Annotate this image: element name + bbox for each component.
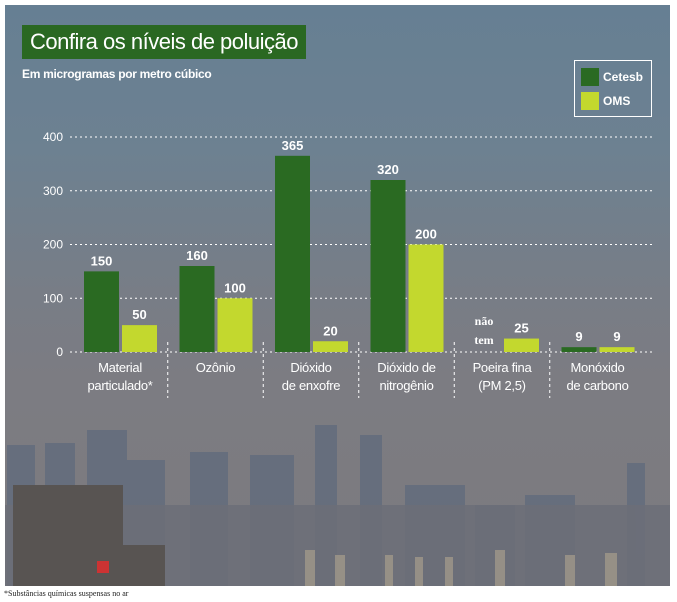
bar-cetesb	[561, 347, 597, 352]
bar-cetesb	[275, 155, 310, 352]
y-tick-label: 200	[43, 238, 63, 252]
footnote: *Substâncias químicas suspensas no ar	[4, 589, 129, 598]
bar-oms	[408, 244, 444, 352]
x-category-label: nitrogênio	[379, 378, 433, 393]
data-label: 9	[613, 329, 620, 344]
x-category-label: Dióxido	[290, 360, 331, 375]
x-category-label: Monóxido	[571, 360, 625, 375]
x-category-label: Material	[98, 360, 142, 375]
legend-item-oms: OMS	[581, 92, 630, 110]
data-label: 9	[575, 329, 582, 344]
bar-oms	[122, 325, 157, 352]
bar-oms	[504, 338, 539, 352]
bar-cetesb	[84, 271, 119, 352]
data-label: 50	[132, 307, 146, 322]
data-label: 100	[224, 280, 246, 295]
data-label: 200	[415, 227, 437, 242]
x-category-label: de enxofre	[282, 378, 341, 393]
legend-label-oms: OMS	[603, 94, 631, 108]
chart-subtitle: Em microgramas por metro cúbico	[22, 67, 212, 81]
data-label: 160	[186, 248, 208, 263]
data-label: 25	[514, 321, 528, 336]
skyline-image	[5, 425, 670, 586]
data-label: 20	[323, 323, 337, 338]
chart-title: Confira os níveis de poluição	[22, 25, 306, 59]
x-category-label: de carbono	[566, 378, 628, 393]
y-tick-label: 300	[43, 184, 63, 198]
y-tick-label: 400	[43, 130, 63, 144]
x-category-label: (PM 2,5)	[478, 378, 525, 393]
bar-oms	[313, 341, 348, 352]
legend-swatch-oms	[581, 92, 599, 110]
city-skyline-background	[5, 5, 670, 586]
x-category-label: Dióxido de	[377, 360, 435, 375]
bar-oms	[217, 298, 253, 352]
x-category-label: Poeira fina	[473, 360, 533, 375]
x-category-label: particulado*	[87, 378, 152, 393]
legend: Cetesb OMS	[574, 60, 652, 117]
data-label: 365	[282, 138, 304, 153]
bar-cetesb	[179, 266, 215, 352]
data-label: 320	[377, 162, 399, 177]
data-label: 150	[91, 253, 113, 268]
legend-item-cetesb: Cetesb	[581, 68, 643, 86]
missing-data-label: tem	[474, 333, 493, 347]
x-category-label: Ozônio	[196, 360, 235, 375]
y-tick-label: 0	[56, 345, 63, 359]
legend-label-cetesb: Cetesb	[603, 70, 644, 84]
bar-oms	[599, 347, 635, 352]
missing-data-label: não	[475, 314, 494, 328]
legend-swatch-cetesb	[581, 68, 599, 86]
bar-cetesb	[370, 180, 406, 352]
y-tick-label: 100	[43, 291, 63, 305]
